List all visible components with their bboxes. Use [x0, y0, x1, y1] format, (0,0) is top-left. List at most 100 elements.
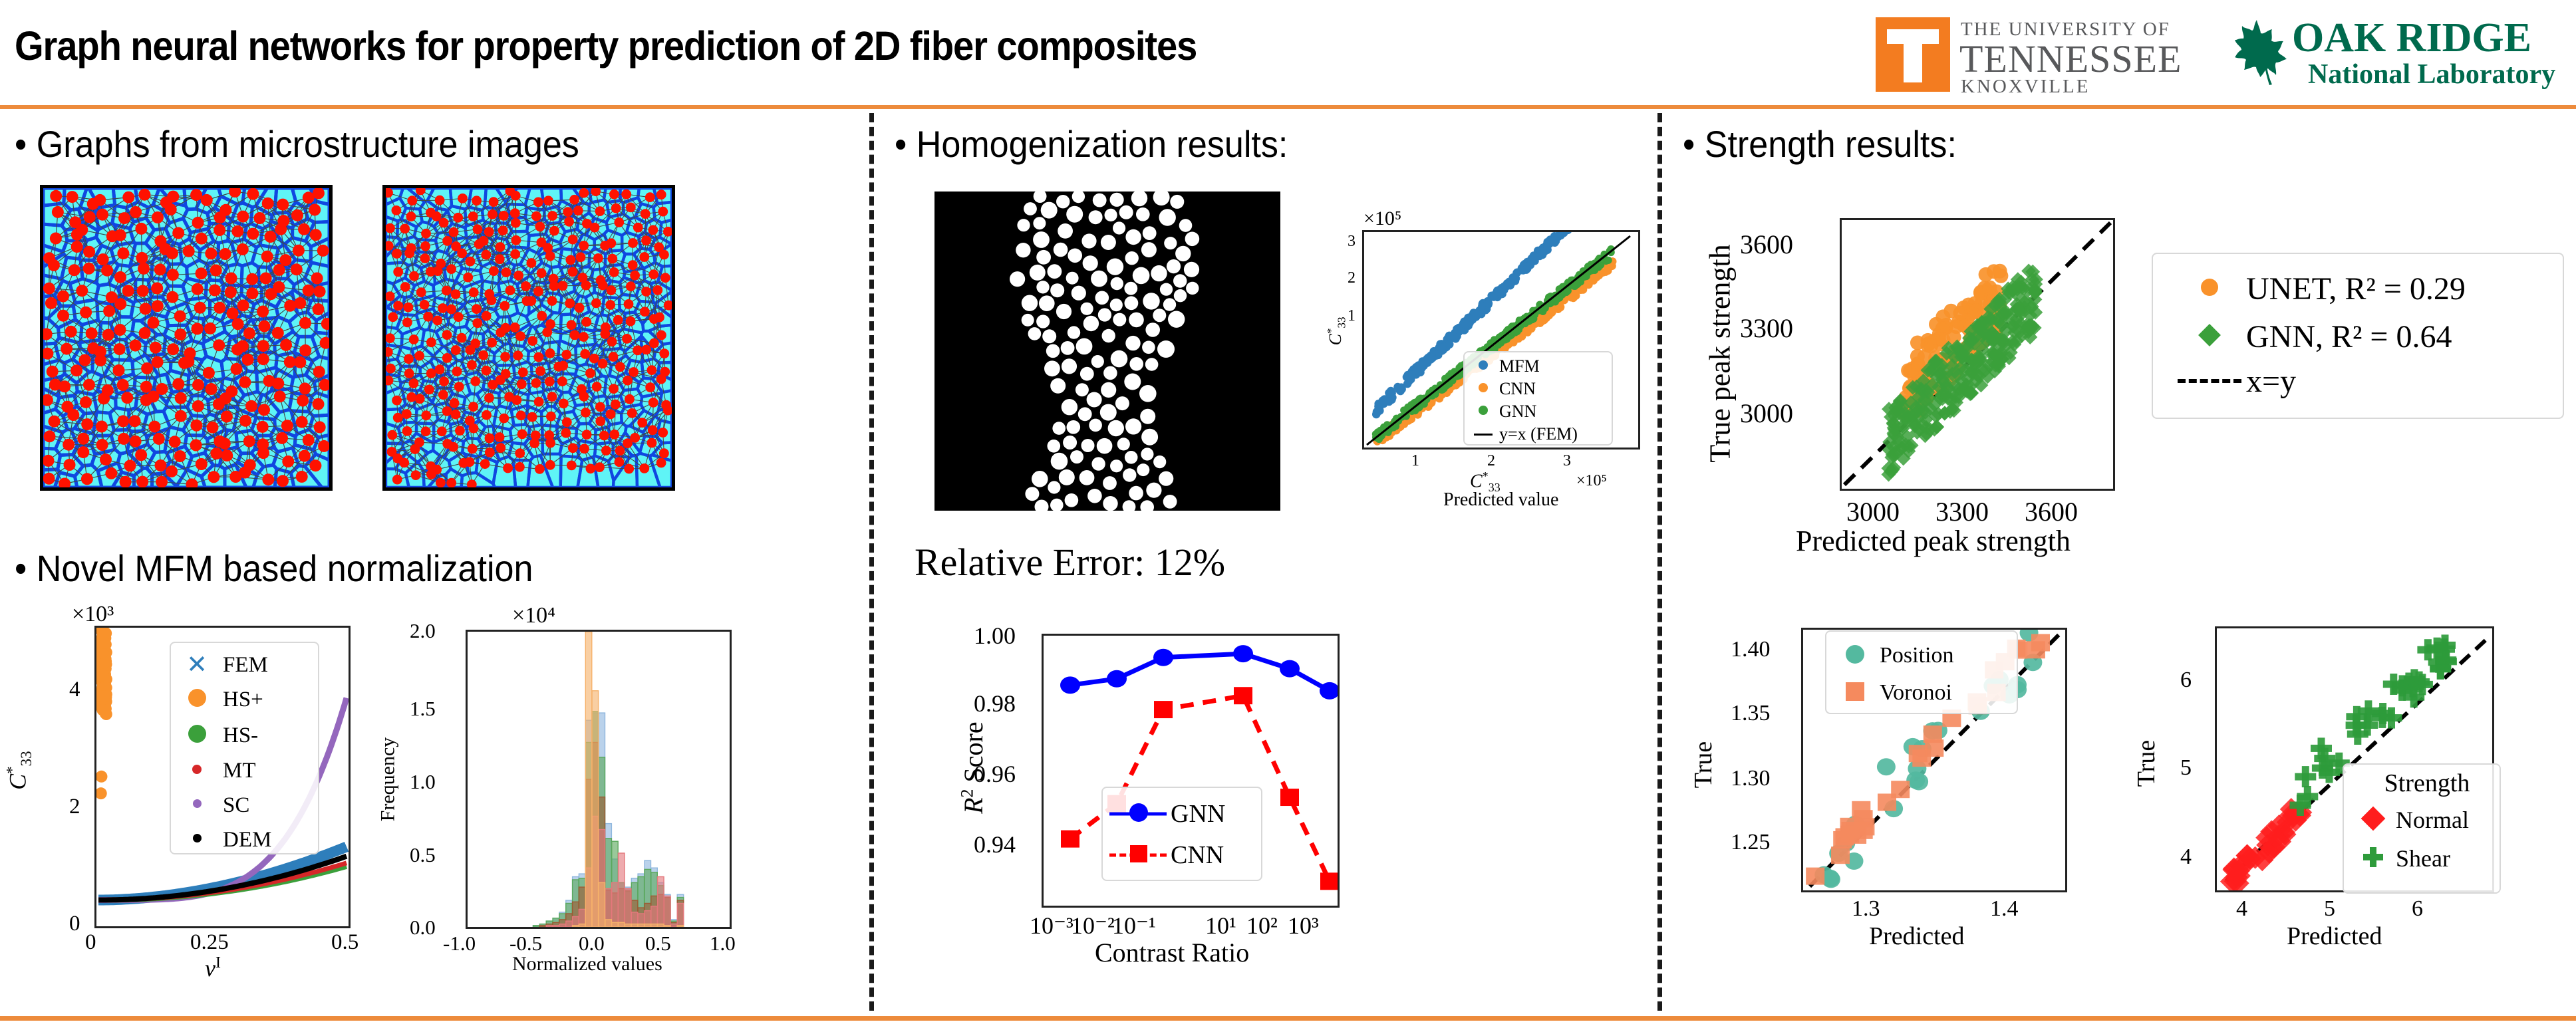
- y-tick-1: 2: [69, 795, 80, 819]
- c33-y-tick-3: 3: [1348, 233, 1356, 250]
- ns-x-tick-1: 5: [2324, 896, 2335, 921]
- pk-x-tick-1: 3300: [1935, 497, 1989, 527]
- pv-x-axis-label: Predicted: [1869, 922, 1965, 950]
- pk-x-tick-0: 3000: [1846, 497, 1900, 527]
- hist-y-tick-4: 2.0: [410, 619, 436, 642]
- legend-marker-sc: [171, 799, 223, 811]
- hist-x-axis-label: Normalized values: [512, 953, 662, 975]
- pv-x-tick-0: 1.3: [1852, 896, 1880, 921]
- binary-fiber-svg: [934, 192, 1280, 511]
- c33-y-tick-1: 1: [1348, 307, 1356, 324]
- legend-label-mfm: MFM: [1499, 356, 1540, 376]
- legend-label-hsplus: HS+: [223, 687, 263, 711]
- footer-divider-rule: [0, 1016, 2576, 1021]
- histogram-svg: [532, 632, 684, 927]
- legend-marker-hsminus: [171, 725, 223, 746]
- chart-mfm-normalization: ×10³ 0 2 4 0 0.25 0.5 C*33 vI ✕ FEM HS+ H…: [4, 602, 372, 981]
- ut-t-icon: [1876, 17, 1950, 92]
- legend-title-strength: Strength: [2384, 769, 2470, 797]
- r2-y-axis-label: R2 Score: [957, 721, 988, 814]
- legend-marker-fem: ✕: [186, 651, 208, 679]
- legend-marker-shear: [2351, 846, 2396, 870]
- middle-bullet-homogenization-results: • Homogenization results:: [895, 123, 1288, 165]
- c33-x-tick-2: 2: [1487, 452, 1495, 469]
- y-tick-0: 0: [69, 912, 80, 936]
- legend-label-shear: Shear: [2396, 845, 2450, 872]
- hist-y-axis-label: Frequency: [376, 737, 399, 822]
- plus-icon: [2363, 846, 2383, 867]
- legend-label-sc: SC: [223, 793, 250, 817]
- legend-marker-gnn: [1467, 405, 1499, 418]
- r2-x-axis-label: Contrast Ratio: [1095, 938, 1250, 967]
- legend-label-hsminus: HS-: [223, 723, 259, 747]
- microstructure-graph-image-2: [382, 185, 675, 491]
- legend-marker-dem: [171, 834, 223, 846]
- microstructure-graph-image-1: [40, 185, 333, 491]
- normal-shear-svg: [2219, 634, 2490, 890]
- plot-area: [466, 630, 732, 929]
- ns-x-tick-0: 4: [2236, 896, 2247, 921]
- ns-x-axis-label: Predicted: [2287, 922, 2382, 950]
- plot-area: [1840, 218, 2115, 491]
- ns-y-axis-label: True: [2132, 739, 2161, 787]
- pk-y-tick-0: 3000: [1740, 398, 1793, 428]
- hist-y-tick-0: 0.0: [410, 916, 436, 939]
- r2-y-tick-1: 0.96: [974, 761, 1016, 787]
- r2-x-tick-3: 10¹: [1205, 912, 1236, 939]
- legend-marker-cnn: [1467, 382, 1499, 396]
- oak-leaf-icon: [2235, 20, 2287, 85]
- ornl-logo-line1: OAK RIDGE: [2292, 15, 2531, 61]
- legend-label-gnn: GNN: [1499, 402, 1537, 421]
- ut-logo-line3: KNOXVILLE: [1961, 76, 2090, 97]
- plot-area: [1362, 230, 1640, 450]
- pv-x-tick-1: 1.4: [1990, 896, 2019, 921]
- legend-marker-cnn: [1107, 844, 1171, 866]
- legend-label-position: Position: [1880, 643, 1954, 668]
- relative-error-text: Relative Error: 12%: [915, 541, 1226, 584]
- c33-y-exponent-label: ×10⁵: [1363, 207, 1402, 229]
- ns-y-tick-0: 4: [2180, 844, 2192, 869]
- legend-label-mt: MT: [223, 758, 256, 783]
- pk-y-axis-label: True peak strength: [1703, 244, 1737, 463]
- c33-y-tick-2: 2: [1348, 269, 1356, 287]
- hist-x-tick-1: -0.5: [509, 932, 543, 955]
- legend-label-cnn: CNN: [1499, 379, 1536, 398]
- r2-x-tick-1: 10⁻²: [1071, 912, 1115, 939]
- right-bullet-strength-results: • Strength results:: [1683, 123, 1957, 165]
- university-of-tennessee-logo: THE UNIVERSITY OF TENNESSEE KNOXVILLE: [1876, 15, 2202, 97]
- legend-c33: MFM CNN GNN y=x (FEM): [1463, 351, 1613, 446]
- c33-y-axis-label: C*33: [1324, 317, 1348, 346]
- c33-x-tick-3: 3: [1563, 452, 1571, 469]
- legend-label-gnn: GNN: [1171, 800, 1226, 828]
- y-tick-2: 4: [69, 678, 80, 702]
- hist-x-tick-4: 1.0: [710, 932, 736, 955]
- chart-c33-predicted-vs-true: ×10⁵ 1 2 3 1 2 3 C*33 C*33 ×10⁵ Predicte…: [1325, 193, 1656, 512]
- ut-logo-line1: THE UNIVERSITY OF: [1961, 19, 2170, 40]
- legend-label-xy: x=y: [2246, 363, 2297, 399]
- chart-peak-strength-parity: 3600 3300 3000 3000 3300 3600 True peak …: [1676, 193, 2142, 565]
- legend-label-cnn: CNN: [1171, 841, 1224, 869]
- legend-peak-strength: UNET, R² = 0.29 GNN, R² = 0.64 x=y: [2152, 253, 2564, 419]
- x-tick-0: 0: [85, 930, 96, 954]
- header-divider-rule: [0, 105, 2576, 109]
- legend-marker-unet: [2173, 278, 2246, 299]
- legend-label-fem: FEM: [223, 652, 268, 677]
- legend-position-voronoi: Position Voronoi: [1825, 630, 2018, 714]
- pv-y-tick-3: 1.40: [1731, 637, 1771, 662]
- legend-marker-yx: [1467, 428, 1499, 440]
- voronoi-graph-svg-2: [386, 188, 672, 487]
- legend-label-unet: UNET, R² = 0.29: [2246, 271, 2466, 307]
- oak-ridge-national-laboratory-logo: OAK RIDGE National Laboratory: [2235, 12, 2567, 92]
- x-axis-label: vI: [205, 954, 221, 981]
- pk-x-tick-2: 3600: [2025, 497, 2078, 527]
- pk-y-tick-2: 3600: [1740, 229, 1793, 259]
- hist-x-tick-3: 0.5: [645, 932, 671, 955]
- legend-label-gnn: GNN, R² = 0.64: [2246, 319, 2452, 354]
- chart-position-voronoi-parity: 1.40 1.35 1.30 1.25 1.3 1.4 True Predict…: [1669, 618, 2082, 971]
- ns-y-tick-1: 5: [2180, 755, 2192, 780]
- legend-marker-mfm: [1467, 360, 1499, 373]
- legend-marker-mt: [171, 764, 223, 777]
- legend-marker-voronoi: [1830, 682, 1880, 704]
- c33-scatter-svg: [1366, 232, 1631, 446]
- hist-x-tick-2: 0.0: [579, 932, 605, 955]
